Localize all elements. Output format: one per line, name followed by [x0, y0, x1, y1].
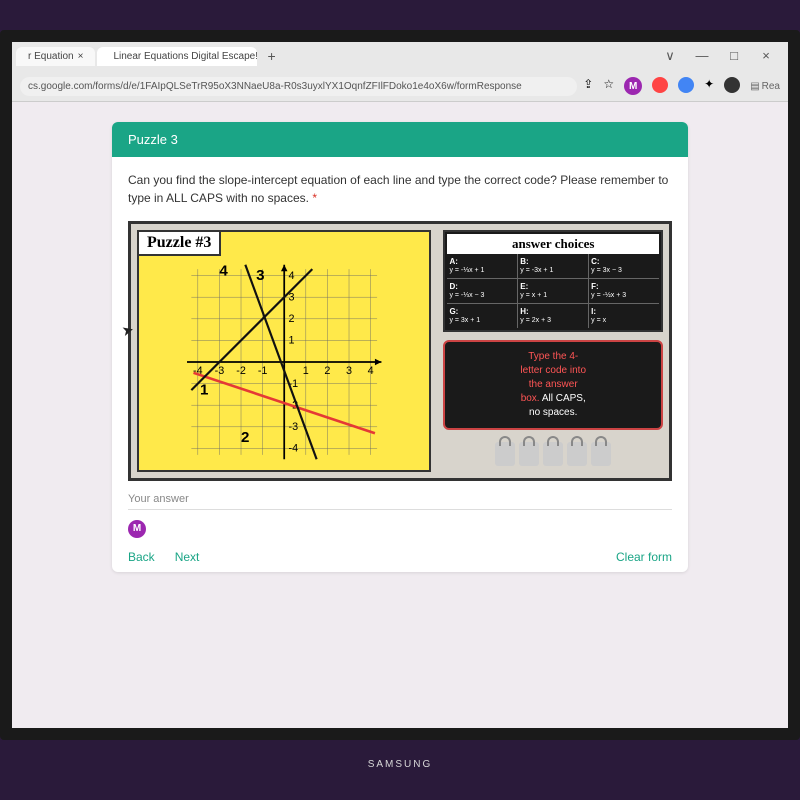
extensions-icon[interactable]: ✦	[704, 77, 714, 95]
answer-cell: F:y = -½x + 3	[589, 279, 659, 303]
reading-list[interactable]: ▤ Rea	[750, 77, 780, 95]
svg-text:1: 1	[200, 381, 208, 398]
svg-text:4: 4	[289, 270, 295, 282]
svg-text:3: 3	[256, 267, 264, 284]
address-row: cs.google.com/forms/d/e/1FAIpQLSeTrR95oX…	[12, 70, 788, 102]
right-panel: answer choices A:y = -⅓x + 1B:y = -3x + …	[437, 224, 669, 478]
graph-svg: -4-3-2-112344321-1-2-3-44312	[139, 254, 429, 470]
profile-icon[interactable]	[724, 77, 740, 93]
answer-cell: A:y = -⅓x + 1	[447, 254, 517, 278]
svg-text:4: 4	[219, 263, 228, 280]
share-icon[interactable]: ⇪	[583, 77, 593, 95]
clear-form-link[interactable]: Clear form	[616, 550, 672, 564]
answer-cell: H:y = 2x + 3	[518, 304, 588, 328]
new-tab-button[interactable]: +	[259, 46, 283, 66]
puzzle-label: Puzzle #3	[137, 230, 221, 256]
lock-icon	[567, 442, 587, 466]
svg-text:2: 2	[324, 365, 330, 377]
form-nav: Back Next Clear form	[112, 538, 688, 572]
monitor-brand: SAMSUNG	[368, 759, 433, 770]
extension-m-icon[interactable]: M	[128, 520, 146, 538]
close-icon[interactable]: ×	[78, 51, 84, 62]
form-card: Puzzle 3 Can you find the slope-intercep…	[112, 122, 688, 572]
answer-cell: C:y = 3x − 3	[589, 254, 659, 278]
answer-cell: E:y = x + 1	[518, 279, 588, 303]
lock-icon	[495, 442, 515, 466]
card-header: Puzzle 3	[112, 122, 688, 157]
answer-cell: B:y = -3x + 1	[518, 254, 588, 278]
maximize-button[interactable]: □	[722, 48, 746, 64]
answer-choices: answer choices A:y = -⅓x + 1B:y = -3x + …	[443, 230, 663, 332]
lock-icon	[543, 442, 563, 466]
close-button[interactable]: ×	[754, 48, 778, 64]
next-button[interactable]: Next	[175, 550, 200, 564]
chevron-down-icon[interactable]: ∨	[658, 48, 682, 64]
back-button[interactable]: Back	[128, 550, 155, 564]
svg-text:-3: -3	[289, 421, 299, 433]
answer-cell: D:y = -⅓x − 3	[447, 279, 517, 303]
svg-text:2: 2	[241, 429, 249, 446]
extension-icon[interactable]	[652, 77, 668, 93]
question-text: Can you find the slope-intercept equatio…	[112, 157, 688, 221]
page-content: Puzzle 3 Can you find the slope-intercep…	[12, 102, 788, 728]
lock-icon	[591, 442, 611, 466]
toolbar-icons: ⇪ ☆ M ✦ ▤ Rea	[583, 77, 780, 95]
monitor-frame: ∨ — □ × r Equation × Linear Equations Di…	[0, 30, 800, 740]
svg-text:-2: -2	[236, 365, 246, 377]
svg-text:1: 1	[289, 335, 295, 347]
minimize-button[interactable]: —	[690, 48, 714, 64]
tab-title: Linear Equations Digital Escape!	[113, 51, 257, 62]
window-controls: ∨ — □ ×	[658, 48, 778, 64]
required-marker: *	[312, 191, 317, 205]
tab-item[interactable]: Linear Equations Digital Escape! ×	[97, 47, 257, 66]
browser-chrome: ∨ — □ × r Equation × Linear Equations Di…	[12, 42, 788, 102]
tab-item[interactable]: r Equation ×	[16, 47, 95, 66]
svg-text:-4: -4	[289, 443, 299, 455]
star-icon[interactable]: ☆	[603, 77, 614, 95]
puzzle-image: Puzzle #3 -4-3-2-112344321-1-2-3-44312 a…	[128, 221, 672, 481]
answer-cell: G:y = 3x + 1	[447, 304, 517, 328]
svg-text:1: 1	[303, 365, 309, 377]
svg-text:2: 2	[289, 313, 295, 325]
answer-choices-header: answer choices	[447, 234, 659, 254]
url-bar[interactable]: cs.google.com/forms/d/e/1FAIpQLSeTrR95oX…	[20, 77, 577, 96]
graph-panel: Puzzle #3 -4-3-2-112344321-1-2-3-44312	[137, 230, 431, 472]
tab-title: r Equation	[28, 51, 74, 62]
answer-input[interactable]: Your answer	[128, 493, 672, 510]
extension-m-icon[interactable]: M	[624, 77, 642, 95]
answer-cell: I:y = x	[589, 304, 659, 328]
lock-icon	[519, 442, 539, 466]
code-instruction-box: Type the 4- letter code into the answer …	[443, 340, 663, 430]
extension-icon[interactable]	[678, 77, 694, 93]
svg-text:4: 4	[368, 365, 374, 377]
svg-text:3: 3	[346, 365, 352, 377]
locks-row	[443, 442, 663, 466]
svg-text:-1: -1	[258, 365, 268, 377]
answer-grid: A:y = -⅓x + 1B:y = -3x + 1C:y = 3x − 3 D:…	[447, 254, 659, 328]
